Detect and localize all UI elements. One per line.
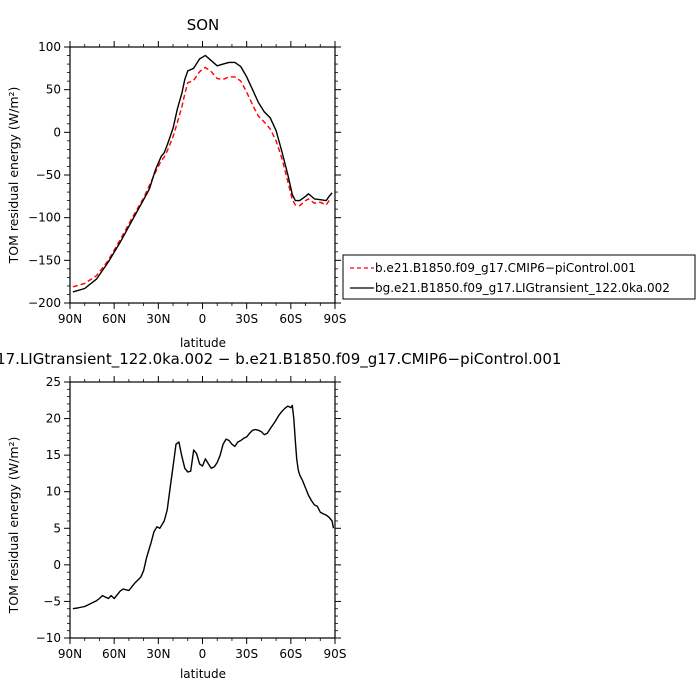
x-tick-label: 60N (102, 647, 126, 661)
x-tick-label: 90N (58, 312, 82, 326)
y-tick-label: 25 (46, 375, 61, 389)
plot-frame (69, 46, 336, 304)
chart-title: SON (187, 16, 220, 34)
x-tick-label: 30S (235, 647, 258, 661)
y-tick-label: −150 (28, 253, 61, 267)
y-tick-label: −100 (28, 211, 61, 225)
x-axis-label-bottom: latitude (180, 667, 226, 681)
x-tick-label: 0 (199, 312, 207, 326)
x-tick-label: 90N (58, 647, 82, 661)
y-tick-label: −200 (28, 296, 61, 310)
legend-box (342, 254, 696, 300)
series-line-0 (72, 66, 333, 288)
x-tick-label: 0 (199, 647, 207, 661)
y-tick-label: −50 (36, 168, 61, 182)
y-tick-label: 100 (38, 40, 61, 54)
y-tick-label: 0 (53, 125, 61, 139)
y-tick-label: 0 (53, 558, 61, 572)
chart-panel-bottom: bg.e21.B1850.f09_g17.LIGtransient_122.0k… (0, 350, 561, 681)
plot-area-bottom: 25 20 15 10 5 0 −5 −10 90N 60N 30N 0 30S 60S 90S (36, 375, 347, 661)
difference-title: bg.e21.B1850.f09_g17.LIGtransient_122.0k… (0, 350, 561, 369)
y-axis-label-text: TOM residual energy (W/m²) (6, 87, 21, 265)
chart-panel-top: SON TOM residual energy (W/m²) latitude … (6, 16, 346, 350)
legend-label-LIGtransient: bg.e21.B1850.f09_g17.LIGtransient_122.0k… (375, 281, 670, 295)
y-tick-label: −5 (43, 594, 61, 608)
x-tick-label: 30N (146, 647, 170, 661)
y-axis-label-bottom-text: TOM residual energy (W/m²) (6, 437, 21, 615)
y-tick-label: −10 (36, 631, 61, 645)
y-axis-label: TOM residual energy (W/m²) (6, 87, 21, 265)
series-line-0 (72, 404, 335, 610)
x-axis-label: latitude (180, 336, 226, 350)
plot-frame (69, 381, 336, 639)
y-tick-label: 50 (46, 83, 61, 97)
x-tick-label: 30S (235, 312, 258, 326)
x-tick-label: 60S (279, 312, 302, 326)
x-tick-label: 30N (146, 312, 170, 326)
y-tick-label: 15 (46, 448, 61, 462)
y-axis-label-bottom: TOM residual energy (W/m²) (6, 437, 21, 615)
y-tick-label: 20 (46, 412, 61, 426)
series-line-1 (72, 54, 333, 293)
legend: b.e21.B1850.f09_g17.CMIP6−piControl.001 … (342, 254, 696, 300)
x-tick-label: 60N (102, 312, 126, 326)
x-tick-label: 90S (324, 312, 347, 326)
x-tick-label: 60S (279, 647, 302, 661)
y-tick-label: 10 (46, 485, 61, 499)
y-tick-label: 5 (53, 521, 61, 535)
legend-label-piControl: b.e21.B1850.f09_g17.CMIP6−piControl.001 (375, 261, 636, 275)
x-tick-label: 90S (324, 647, 347, 661)
plot-area: 100 50 0 −50 −100 −150 −200 90N 60N 30N 0 30S 60S 90S (28, 40, 346, 326)
